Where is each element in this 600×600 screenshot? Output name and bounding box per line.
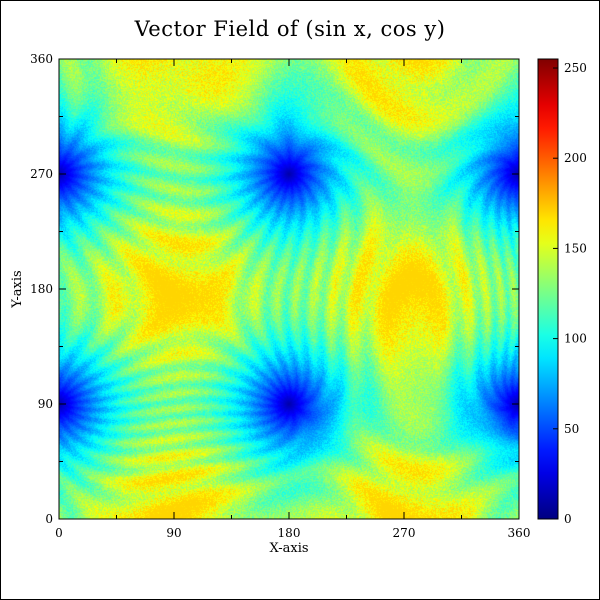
- y-axis-label: Y-axis: [10, 270, 25, 308]
- chart-title: Vector Field of (sin x, cos y): [134, 17, 446, 41]
- colorbar-tick-label: 150: [564, 241, 587, 255]
- x-tick-label: 270: [393, 526, 416, 540]
- y-tick-label: 90: [38, 397, 53, 411]
- y-tick-label: 180: [30, 282, 53, 296]
- y-tick-label: 360: [30, 52, 53, 66]
- colorbar: [537, 58, 559, 520]
- y-tick-label: 0: [45, 512, 53, 526]
- x-axis-label: X-axis: [269, 541, 308, 556]
- x-tick-label: 180: [278, 526, 301, 540]
- x-tick-label: 90: [166, 526, 181, 540]
- y-tick-label: 270: [30, 167, 53, 181]
- x-tick-label: 360: [508, 526, 531, 540]
- vector-field-heatmap: [59, 59, 519, 519]
- colorbar-tick-label: 0: [564, 512, 572, 526]
- x-tick-label: 0: [55, 526, 63, 540]
- colorbar-tick-label: 200: [564, 151, 587, 165]
- colorbar-tick-label: 100: [564, 332, 587, 346]
- plot-area-border: [58, 58, 520, 520]
- colorbar-tick-label: 50: [564, 422, 579, 436]
- colorbar-tick-label: 250: [564, 61, 587, 75]
